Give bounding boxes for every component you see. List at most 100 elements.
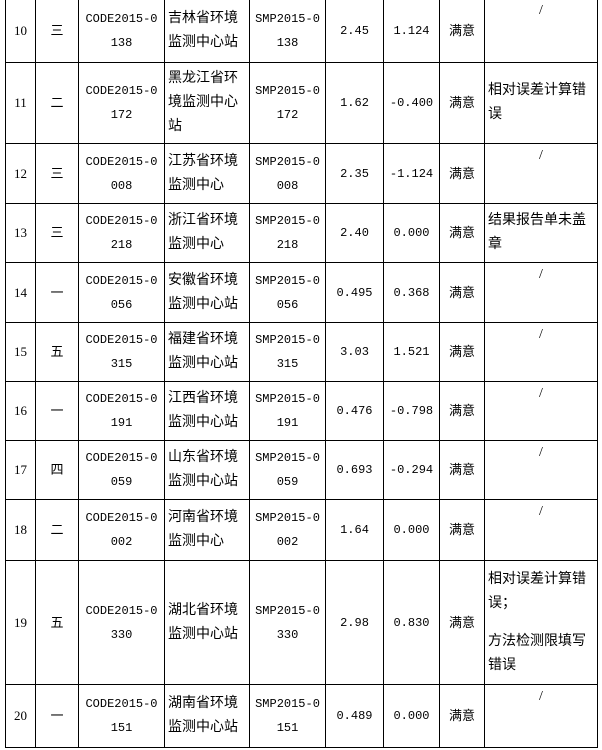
- index-cell: 18: [5, 499, 36, 561]
- note-text: /: [539, 689, 543, 704]
- index-cell: 20: [5, 684, 36, 748]
- note-text: /: [539, 504, 543, 519]
- note-text: /: [539, 148, 543, 163]
- z-score-cell: 0.000: [383, 684, 440, 748]
- note-cell: 相对误差计算错误； 方法检测限填写错误: [484, 560, 598, 685]
- code-cell: CODE2015-0191: [78, 381, 165, 441]
- organization-cell: 河南省环境监测中心: [164, 499, 250, 561]
- group-cell: 五: [35, 560, 79, 685]
- sample-cell: SMP2015-0151: [249, 684, 326, 748]
- index-cell: 12: [5, 143, 36, 204]
- result-cell: 满意: [439, 0, 485, 63]
- sample-cell: SMP2015-0191: [249, 381, 326, 441]
- note-cell: /: [484, 262, 598, 323]
- result-cell: 满意: [439, 499, 485, 561]
- table-row: 20 一 CODE2015-0151 湖南省环境监测中心站 SMP2015-0151 0.…: [5, 684, 598, 748]
- z-score-cell: -0.400: [383, 62, 440, 144]
- index-cell: 10: [5, 0, 36, 63]
- organization-cell: 湖北省环境监测中心站: [164, 560, 250, 685]
- z-score-cell: 0.830: [383, 560, 440, 685]
- index-cell: 13: [5, 203, 36, 263]
- sample-cell: SMP2015-0059: [249, 440, 326, 500]
- sample-cell: SMP2015-0218: [249, 203, 326, 263]
- organization-cell: 吉林省环境监测中心站: [164, 0, 250, 63]
- group-cell: 一: [35, 381, 79, 441]
- value-cell: 2.35: [325, 143, 384, 204]
- sample-cell: SMP2015-0056: [249, 262, 326, 323]
- note-text: 结果报告单未盖章: [488, 213, 586, 252]
- value-cell: 2.40: [325, 203, 384, 263]
- note-text: 相对误差计算错误: [488, 83, 586, 122]
- note-cell: /: [484, 0, 598, 63]
- note-text: /: [539, 267, 543, 282]
- result-cell: 满意: [439, 262, 485, 323]
- z-score-cell: 0.000: [383, 203, 440, 263]
- note-text: 相对误差计算错误；: [488, 571, 586, 611]
- z-score-cell: -0.294: [383, 440, 440, 500]
- z-score-cell: 1.521: [383, 322, 440, 382]
- result-cell: 满意: [439, 62, 485, 144]
- z-score-cell: -1.124: [383, 143, 440, 204]
- result-cell: 满意: [439, 560, 485, 685]
- group-cell: 四: [35, 440, 79, 500]
- table-row: 18 二 CODE2015-0002 河南省环境监测中心 SMP2015-0002 1.6…: [5, 499, 598, 561]
- code-cell: CODE2015-0059: [78, 440, 165, 500]
- value-cell: 0.495: [325, 262, 384, 323]
- group-cell: 三: [35, 0, 79, 63]
- note-text: /: [539, 386, 543, 401]
- result-cell: 满意: [439, 684, 485, 748]
- code-cell: CODE2015-0315: [78, 322, 165, 382]
- note-cell: /: [484, 322, 598, 382]
- index-cell: 15: [5, 322, 36, 382]
- index-cell: 11: [5, 62, 36, 144]
- note-text: /: [539, 445, 543, 460]
- z-score-cell: 1.124: [383, 0, 440, 63]
- result-cell: 满意: [439, 381, 485, 441]
- code-cell: CODE2015-0138: [78, 0, 165, 63]
- code-cell: CODE2015-0002: [78, 499, 165, 561]
- note-cell: 相对误差计算错误: [484, 62, 598, 144]
- group-cell: 一: [35, 262, 79, 323]
- organization-cell: 浙江省环境监测中心: [164, 203, 250, 263]
- group-cell: 五: [35, 322, 79, 382]
- code-cell: CODE2015-0330: [78, 560, 165, 685]
- value-cell: 0.693: [325, 440, 384, 500]
- z-score-cell: -0.798: [383, 381, 440, 441]
- table-row: 16 一 CODE2015-0191 江西省环境监测中心站 SMP2015-0191 0.…: [5, 381, 598, 441]
- table-row: 12 三 CODE2015-0008 江苏省环境监测中心 SMP2015-0008 2.3…: [5, 143, 598, 204]
- group-cell: 二: [35, 62, 79, 144]
- note-cell: 结果报告单未盖章: [484, 203, 598, 263]
- z-score-cell: 0.368: [383, 262, 440, 323]
- result-cell: 满意: [439, 322, 485, 382]
- organization-cell: 湖南省环境监测中心站: [164, 684, 250, 748]
- value-cell: 3.03: [325, 322, 384, 382]
- sample-cell: SMP2015-0002: [249, 499, 326, 561]
- note-cell: /: [484, 143, 598, 204]
- organization-cell: 福建省环境监测中心站: [164, 322, 250, 382]
- organization-cell: 江苏省环境监测中心: [164, 143, 250, 204]
- results-table: 10 三 CODE2015-0138 吉林省环境监测中心站 SMP2015-0138 2.…: [5, 0, 598, 748]
- sample-cell: SMP2015-0008: [249, 143, 326, 204]
- note-cell: /: [484, 499, 598, 561]
- group-cell: 三: [35, 203, 79, 263]
- sample-cell: SMP2015-0138: [249, 0, 326, 63]
- organization-cell: 黑龙江省环境监测中心站: [164, 62, 250, 144]
- sample-cell: SMP2015-0172: [249, 62, 326, 144]
- group-cell: 二: [35, 499, 79, 561]
- index-cell: 16: [5, 381, 36, 441]
- sample-cell: SMP2015-0330: [249, 560, 326, 685]
- table-row: 13 三 CODE2015-0218 浙江省环境监测中心 SMP2015-0218 2.4…: [5, 203, 598, 263]
- note-cell: /: [484, 684, 598, 748]
- table-row: 10 三 CODE2015-0138 吉林省环境监测中心站 SMP2015-0138 2.…: [5, 0, 598, 63]
- table-row: 14 一 CODE2015-0056 安徽省环境监测中心站 SMP2015-0056 0.…: [5, 262, 598, 323]
- index-cell: 14: [5, 262, 36, 323]
- organization-cell: 山东省环境监测中心站: [164, 440, 250, 500]
- value-cell: 0.476: [325, 381, 384, 441]
- value-cell: 1.62: [325, 62, 384, 144]
- value-cell: 1.64: [325, 499, 384, 561]
- value-cell: 2.98: [325, 560, 384, 685]
- group-cell: 一: [35, 684, 79, 748]
- sample-cell: SMP2015-0315: [249, 322, 326, 382]
- table-row: 17 四 CODE2015-0059 山东省环境监测中心站 SMP2015-0059 0.…: [5, 440, 598, 500]
- code-cell: CODE2015-0056: [78, 262, 165, 323]
